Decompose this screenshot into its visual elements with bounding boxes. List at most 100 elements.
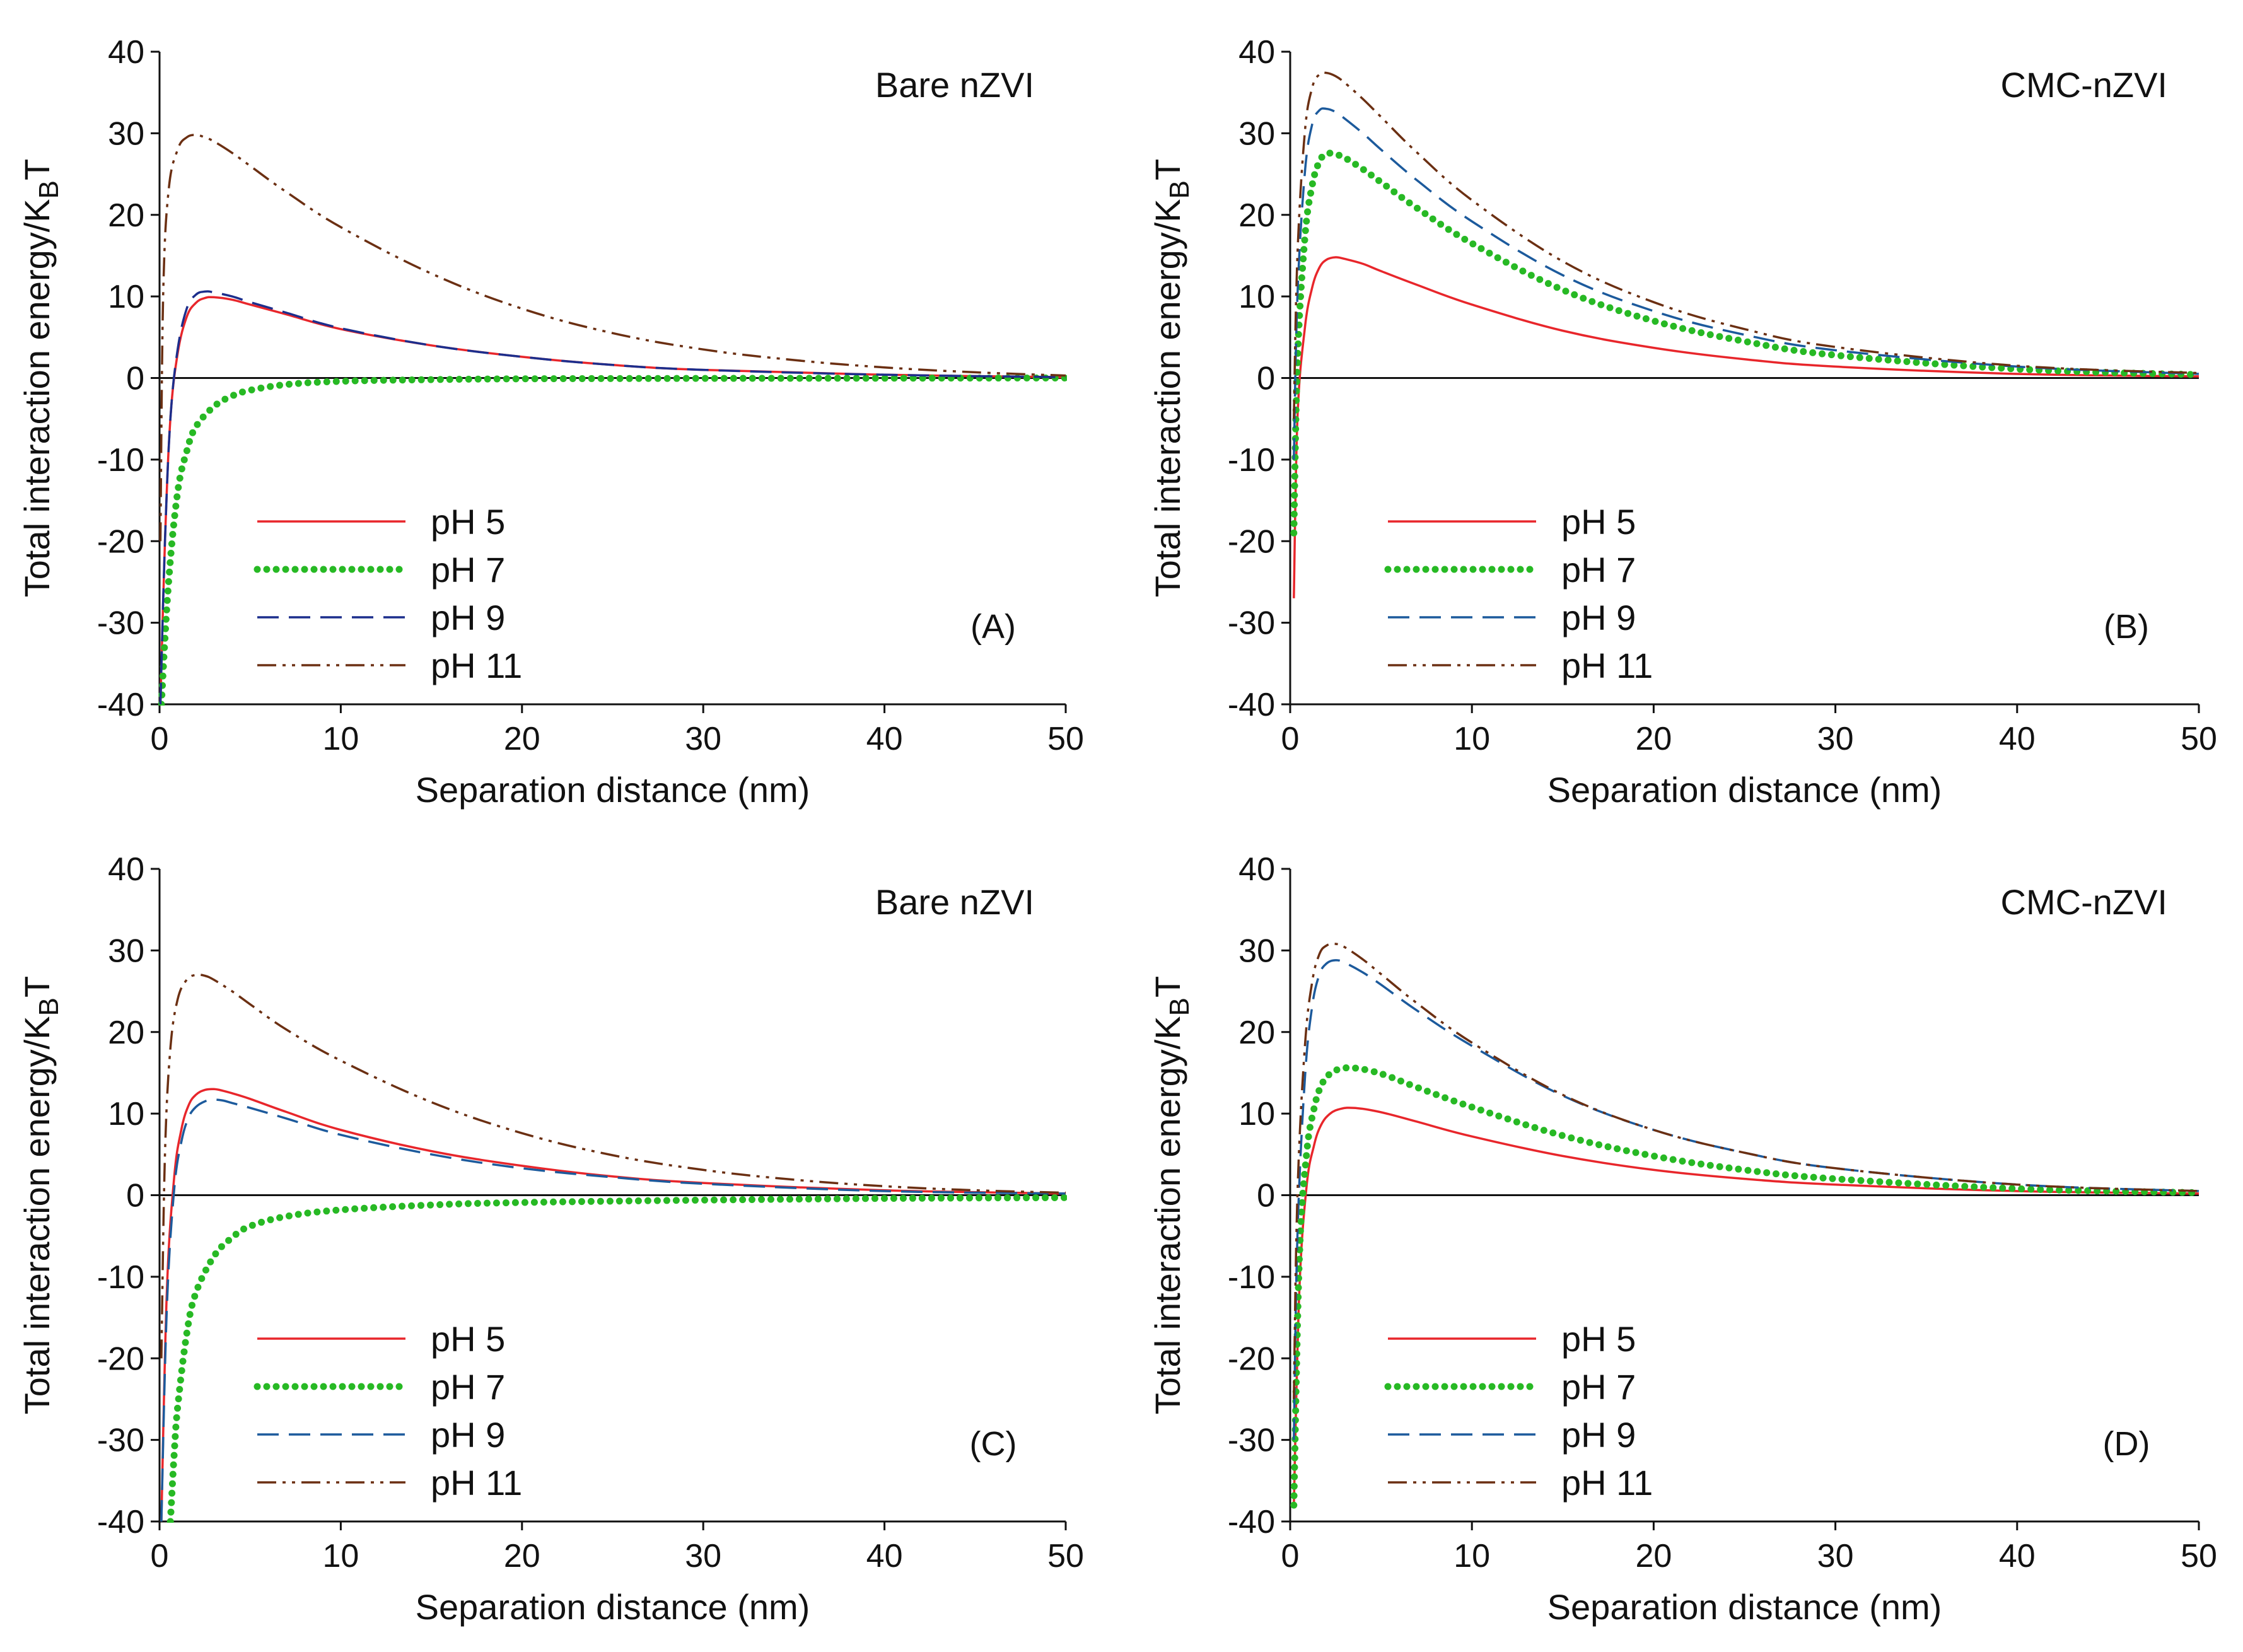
series-ph5-line [1293,256,2199,598]
series-ph7-line [166,1194,1067,1523]
x-tick-label: 20 [1635,1538,1672,1574]
x-tick-label: 50 [2181,721,2217,757]
legend: pH 5 pH 7 pH 9 pH 11 [253,502,522,685]
y-tick-label: 40 [1238,34,1275,71]
x-tick-label: 10 [322,721,359,757]
y-axis-title-tail: T [1148,976,1187,998]
x-tick-label: 40 [1999,1538,2036,1574]
series-ph9-line [1293,107,2199,460]
legend-item: pH 9 [257,598,505,637]
panel-letter: (C) [970,1425,1017,1463]
legend-item: pH 7 [1384,1367,1636,1407]
y-tick-label: 40 [1238,851,1275,888]
legend-label: pH 5 [1561,502,1636,542]
y-tick-label: 20 [108,1015,144,1051]
legend-label: pH 9 [1561,598,1636,637]
x-tick-label: 0 [1281,721,1300,757]
x-tick-label: 10 [322,1538,359,1574]
series-group [1290,943,2200,1509]
y-tick-label: -10 [1228,442,1275,479]
legend-label: pH 11 [431,1463,522,1503]
legend-label: pH 5 [431,502,505,542]
y-tick-label: 30 [1238,115,1275,152]
legend-item: pH 5 [1388,1319,1636,1359]
series-ph9-line [160,1098,1066,1522]
x-tick-label: 30 [685,1538,721,1574]
y-axis-title-tail: T [1148,159,1187,180]
legend-item: pH 5 [1388,502,1636,542]
legend-item: pH 11 [257,1463,522,1503]
y-tick-label: 0 [126,1178,144,1214]
series-group [1290,71,2200,598]
y-axis-title-main: Total interaction energy/K [17,1016,57,1414]
legend-item: pH 7 [1384,550,1636,590]
panel-letter: (B) [2104,608,2149,646]
y-axis-title-main: Total interaction energy/K [1148,1016,1187,1414]
y-axis-title-subscript: B [1164,180,1195,199]
x-tick-label: 0 [151,1538,169,1574]
y-tick-label: -10 [97,442,144,479]
x-tick-label: 0 [151,721,169,757]
y-axis-title: Total interaction energy/KBT [1148,159,1195,598]
series-ph5-line [159,296,1066,705]
panel-title: CMC-nZVI [2001,65,2167,105]
x-tick-label: 20 [504,721,540,757]
y-axis-title: Total interaction energy/KBT [17,159,64,598]
legend-label: pH 5 [1561,1319,1636,1359]
x-tick-label: 20 [504,1538,540,1574]
y-tick-label: -10 [97,1259,144,1296]
legend-item: pH 5 [257,1319,505,1359]
series-ph7-line [1290,149,2200,537]
y-tick-label: 40 [108,34,144,71]
y-tick-label: -10 [1228,1259,1275,1296]
y-axis-title-subscript: B [1164,998,1195,1016]
series-ph7-line [1290,1064,2200,1509]
x-tick-label: 50 [1047,1538,1084,1574]
legend-label: pH 11 [1561,646,1653,685]
series-ph5-line [160,1088,1066,1522]
legend-label: pH 9 [1561,1415,1636,1455]
x-tick-label: 40 [1999,721,2036,757]
series-ph7-line [158,375,1067,706]
x-tick-label: 40 [866,1538,903,1574]
legend-label: pH 11 [431,646,522,685]
series-ph5-line [1293,1107,2199,1506]
legend-item: pH 9 [257,1415,505,1455]
y-tick-label: 10 [1238,1096,1275,1132]
y-axis-title-tail: T [17,976,57,998]
y-tick-label: 10 [1238,279,1275,315]
x-axis-title: Separation distance (nm) [416,770,810,810]
y-tick-label: -20 [1228,1341,1275,1377]
x-tick-label: 40 [866,721,903,757]
y-tick-label: -30 [97,605,144,642]
y-axis-title-main: Total interaction energy/K [17,199,57,597]
y-tick-label: -30 [1228,1422,1275,1459]
y-axis-title-subscript: B [33,998,64,1016]
y-axis-title: Total interaction energy/KBT [17,976,64,1415]
panel-letter: (D) [2103,1425,2150,1463]
legend-label: pH 9 [431,1415,505,1455]
y-tick-label: 0 [1257,361,1275,397]
y-tick-label: 30 [1238,933,1275,969]
x-tick-label: 20 [1635,721,1672,757]
x-tick-label: 30 [685,721,721,757]
x-tick-label: 30 [1817,721,1854,757]
legend: pH 5 pH 7 pH 9 pH 11 [253,1319,522,1503]
y-tick-label: 30 [108,933,144,969]
x-tick-label: 0 [1281,1538,1300,1574]
x-axis-title: Separation distance (nm) [1547,770,1942,810]
panel-title: CMC-nZVI [2001,882,2167,922]
y-tick-label: 20 [1238,1015,1275,1051]
legend-item: pH 7 [253,1367,505,1407]
x-tick-label: 50 [1047,721,1084,757]
y-tick-label: -40 [1228,1504,1275,1540]
y-tick-label: -20 [1228,523,1275,560]
panel-letter: (A) [970,608,1016,646]
y-axis-title-main: Total interaction energy/K [1148,199,1187,597]
x-axis-title: Separation distance (nm) [416,1587,810,1627]
series-ph9-line [1293,959,2199,1440]
